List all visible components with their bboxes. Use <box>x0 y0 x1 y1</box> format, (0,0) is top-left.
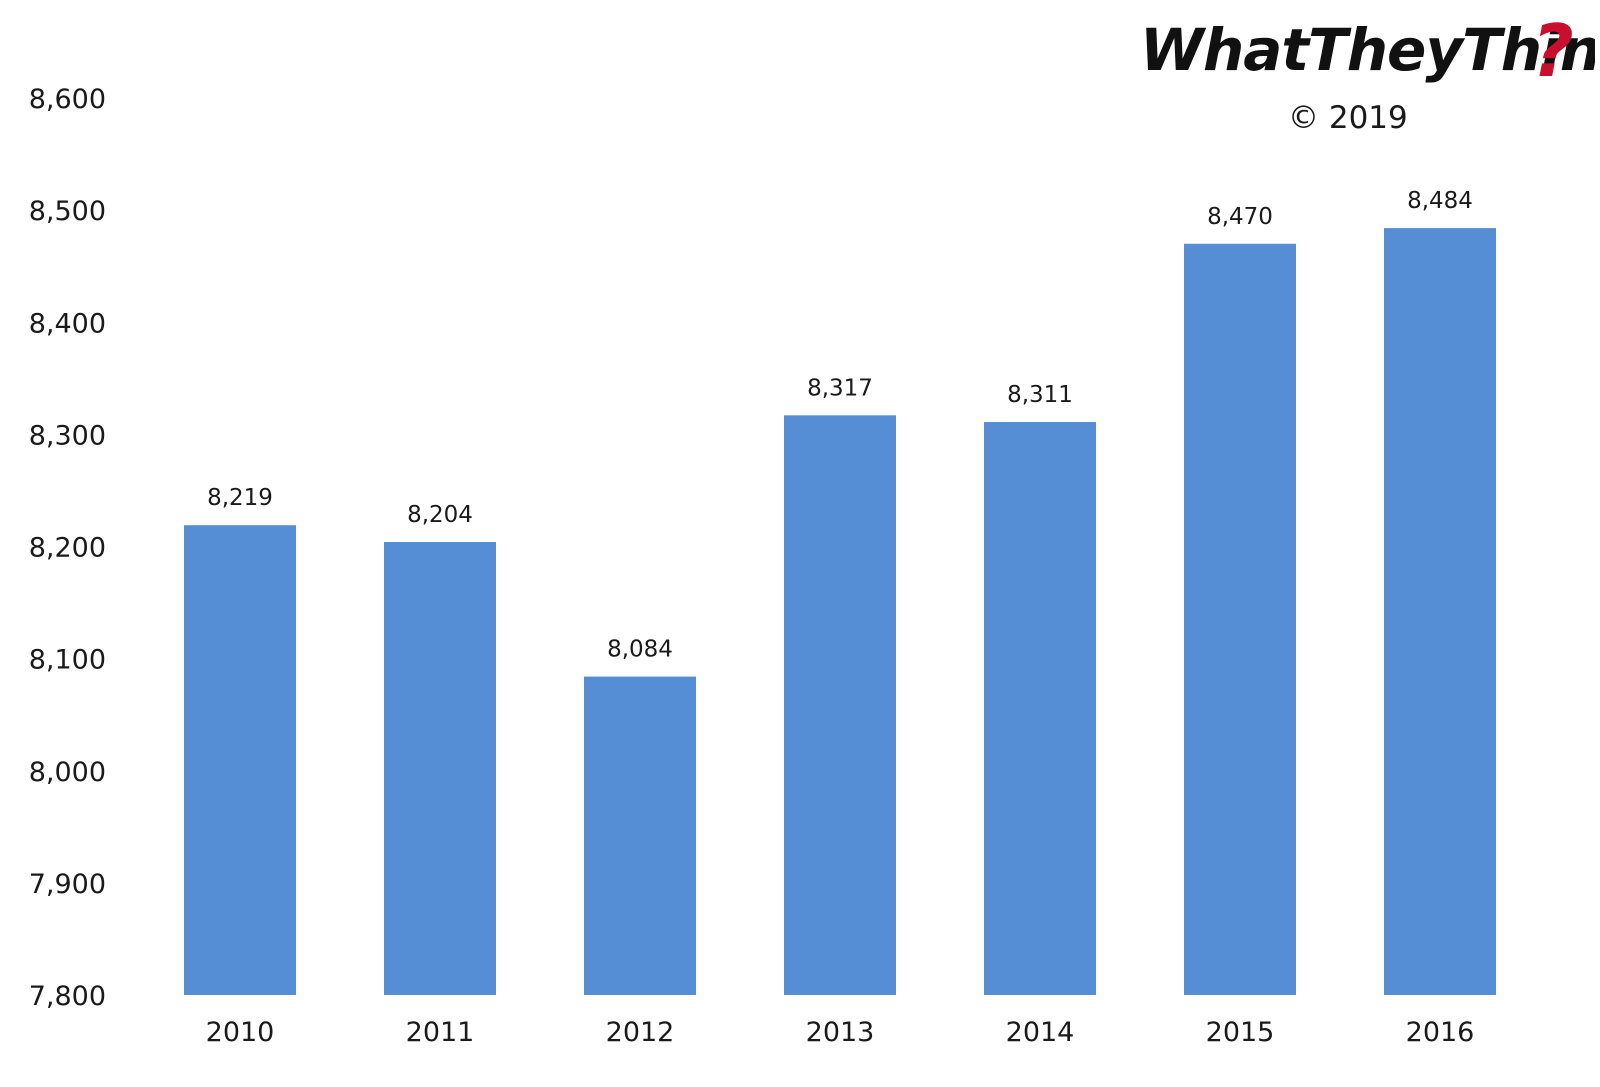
y-tick-label: 7,800 <box>29 981 106 1012</box>
x-tick-label-2014: 2014 <box>1006 1017 1075 1048</box>
y-tick-label: 8,200 <box>29 533 106 564</box>
y-tick-label: 8,000 <box>29 757 106 788</box>
bar-2010 <box>184 525 296 995</box>
data-label-2012: 8,084 <box>607 637 673 663</box>
data-label-2011: 8,204 <box>407 502 473 528</box>
y-tick-label: 8,400 <box>29 308 106 339</box>
y-axis: 7,800 7,900 8,000 8,100 8,200 8,300 8,400 8,500… <box>29 84 106 1012</box>
x-tick-label-2016: 2016 <box>1406 1017 1475 1048</box>
x-tick-label-2013: 2013 <box>806 1017 875 1048</box>
bar-2015 <box>1184 243 1296 995</box>
brand-logo: WhatTheyThink ? <box>1140 9 1595 88</box>
data-labels: 8,219 8,204 8,084 8,317 8,311 8,470 8,484 <box>207 188 1473 663</box>
x-tick-label-2010: 2010 <box>206 1017 275 1048</box>
data-label-2015: 8,470 <box>1207 204 1273 230</box>
x-tick-label-2015: 2015 <box>1206 1017 1275 1048</box>
y-tick-label: 8,100 <box>29 645 106 676</box>
data-label-2013: 8,317 <box>807 375 873 401</box>
bars <box>184 228 1496 996</box>
copyright-notice: © 2019 <box>1288 100 1408 136</box>
y-tick-label: 8,300 <box>29 420 106 451</box>
data-label-2014: 8,311 <box>1007 382 1073 408</box>
x-tick-label-2011: 2011 <box>406 1017 475 1048</box>
y-tick-label: 8,500 <box>29 196 106 227</box>
data-label-2016: 8,484 <box>1407 188 1473 214</box>
x-tick-label-2012: 2012 <box>606 1017 675 1048</box>
logo-text: WhatTheyThink <box>1140 16 1595 84</box>
bar-2016 <box>1384 228 1496 995</box>
bar-2011 <box>384 542 496 995</box>
bar-2014 <box>984 422 1096 995</box>
y-tick-label: 7,900 <box>29 869 106 900</box>
bar-2013 <box>784 415 896 996</box>
logo-question-mark: ? <box>1532 9 1574 88</box>
x-axis: 2010 2011 2012 2013 2014 2015 2016 <box>206 1017 1475 1048</box>
y-tick-label: 8,600 <box>29 84 106 115</box>
bar-2012 <box>584 676 696 995</box>
data-label-2010: 8,219 <box>207 485 273 511</box>
